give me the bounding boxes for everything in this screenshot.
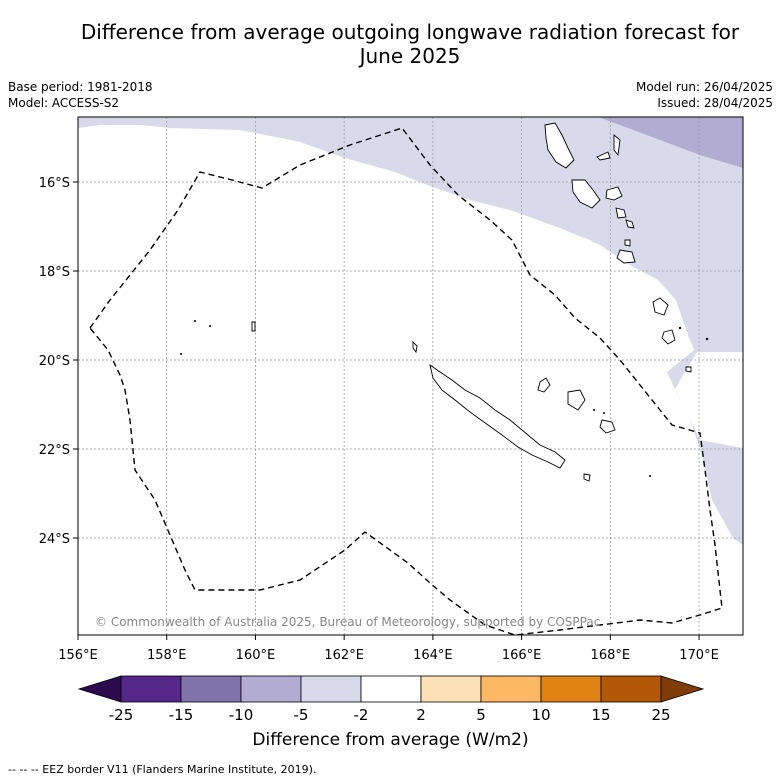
x-tick-label: 168°E [591,648,631,663]
coastlines [251,122,692,482]
x-tick-label: 170°E [679,648,719,663]
islet [649,475,651,477]
new-caledonia-main-island [429,363,566,469]
colorbar-extend-min [77,675,122,703]
vanuatu-espiritu-santo [544,122,575,169]
islet [180,353,182,355]
colorbar-tick-label: -25 [109,706,134,724]
x-tick-label: 160°E [236,648,276,663]
vanuatu-efate [625,219,635,229]
colorbar-tick-label: 15 [591,706,610,724]
isle-of-pines [583,473,591,482]
hunter-island [685,366,692,373]
islet [194,320,196,322]
islet [705,337,709,341]
y-tick-label: 20°S [39,354,70,369]
y-tick-label: 18°S [39,265,70,280]
anomaly-region-medium [598,117,743,168]
colorbar-segment [120,675,182,703]
meta-right: Model run: 26/04/2025 Issued: 28/04/2025 [636,79,773,111]
anomaly-region-light [78,117,743,545]
colorbar-segment [240,675,302,703]
chesterfield-islet [251,321,256,332]
meta-left: Base period: 1981-2018 Model: ACCESS-S2 [8,79,153,111]
eez-legend-note: -- -- -- EEZ border V11 (Flanders Marine… [8,763,317,776]
title-line-2: June 2025 [359,44,461,68]
vanuatu-tanna [624,239,631,247]
colorbar-segment [420,675,482,703]
vanuatu-ambae [596,151,611,161]
vanuatu-erromango [616,249,636,264]
small-islets [180,320,709,477]
longitude-axis: 156°E 158°E 160°E 162°E 164°E 166°E 168°E 170°E [58,116,744,663]
colorbar-tick-label: -5 [294,706,309,724]
latitude-axis: 16°S 18°S 20°S 22°S 24°S [39,176,78,547]
colorbar-tick-label: 10 [531,706,550,724]
x-tick-label: 158°E [147,648,187,663]
colorbar-extend-max [660,675,705,703]
anomaly-fields [78,117,743,545]
copyright-credit: © Commonwealth of Australia 2025, Bureau… [95,615,600,629]
ouvea-island [537,377,551,393]
islet [209,325,211,327]
model-name: Model: ACCESS-S2 [8,96,120,110]
colorbar-segment [600,675,662,703]
vanuatu-malekula [571,179,601,209]
colorbar-tick-label: -2 [354,706,369,724]
islet [678,326,682,330]
vanuatu-epi [615,207,627,219]
colorbar-segment [480,675,542,703]
belep-islands [412,340,418,354]
islet [593,409,595,411]
plot-frame [77,116,744,636]
colorbar: -25 -15 -10 -5 -2 2 5 10 15 25 [77,675,705,724]
x-tick-label: 156°E [58,648,98,663]
colorbar-segment [540,675,602,703]
x-tick-label: 164°E [413,648,453,663]
vanuatu-pentecost [605,186,623,201]
eez-border [89,127,723,636]
x-tick-label: 162°E [324,648,364,663]
colorbar-tick-label: 25 [651,706,670,724]
walpole-islet [661,329,676,345]
neutral-region [78,128,743,635]
x-tick-label: 166°E [502,648,542,663]
vanuatu-maewo [613,134,621,157]
map-title: Difference from average outgoing longwav… [40,20,780,68]
colorbar-segment [360,675,422,703]
colorbar-tick-label: -10 [229,706,254,724]
colorbar-tick-label: 5 [476,706,486,724]
base-period: Base period: 1981-2018 [8,80,153,94]
lifou-island [567,389,586,411]
model-run: Model run: 26/04/2025 [635,80,773,94]
y-tick-label: 22°S [39,443,70,458]
issued-date: Issued: 28/04/2025 [657,96,773,110]
gridlines [78,117,743,635]
colorbar-segment [300,675,362,703]
matthew-hunter [652,297,669,316]
colorbar-tick-label: -15 [169,706,194,724]
mare-island [599,419,616,434]
colorbar-title: Difference from average (W/m2) [252,730,529,750]
title-line-1: Difference from average outgoing longwav… [80,20,740,44]
y-tick-label: 16°S [39,176,70,191]
colorbar-tick-label: 2 [416,706,426,724]
colorbar-segment [180,675,242,703]
y-tick-label: 24°S [39,532,70,547]
islet [603,412,605,414]
